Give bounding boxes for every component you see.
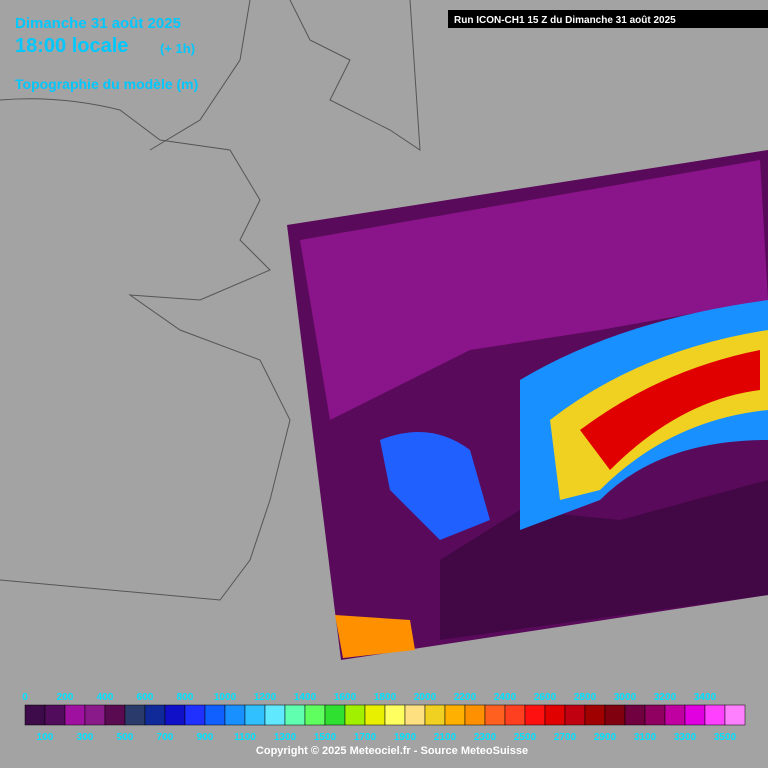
run: Run ICON-CH1 15 Z du Dimanche 31 août 20…: [454, 15, 676, 26]
legend-swatch: [184, 704, 206, 726]
legend-label: 1800: [374, 692, 397, 703]
copyright: Copyright © 2025 Meteociel.fr - Source M…: [256, 745, 528, 757]
legend-label: 3000: [614, 692, 637, 703]
legend-swatch: [564, 704, 586, 726]
legend-label: 3400: [694, 692, 717, 703]
legend-swatch: [644, 704, 666, 726]
legend-swatch: [364, 704, 386, 726]
legend-swatch: [64, 704, 86, 726]
legend-swatch: [384, 704, 406, 726]
legend-label: 2300: [474, 732, 497, 743]
run-box: [448, 10, 768, 28]
legend-swatch: [404, 704, 426, 726]
legend-swatch: [104, 704, 126, 726]
legend-label: 1300: [274, 732, 297, 743]
legend-label: 2700: [554, 732, 577, 743]
product: Topographie du modèle (m): [15, 76, 198, 92]
legend-swatch: [624, 704, 646, 726]
legend-label: 400: [97, 692, 114, 703]
date: Dimanche 31 août 2025: [15, 15, 181, 32]
legend-label: 1700: [354, 732, 377, 743]
legend-swatch: [124, 704, 146, 726]
legend-label: 1900: [394, 732, 417, 743]
legend-swatch: [144, 704, 166, 726]
legend-label: 3500: [714, 732, 737, 743]
legend-label: 1000: [214, 692, 237, 703]
legend-swatch: [684, 704, 706, 726]
pyrenees: [335, 615, 415, 658]
legend-swatch: [164, 704, 186, 726]
legend-bg: [0, 688, 768, 768]
legend-label: 2800: [574, 692, 597, 703]
legend-label: 300: [77, 732, 94, 743]
legend-swatch: [484, 704, 506, 726]
legend-label: 2100: [434, 732, 457, 743]
legend-swatch: [604, 704, 626, 726]
legend-label: 2400: [494, 692, 517, 703]
legend-label: 3100: [634, 732, 657, 743]
legend-label: 800: [177, 692, 194, 703]
legend-swatch: [264, 704, 286, 726]
legend-label: 3200: [654, 692, 677, 703]
legend-swatch: [44, 704, 66, 726]
legend-swatch: [224, 704, 246, 726]
legend-swatch: [724, 704, 746, 726]
legend-swatch: [504, 704, 526, 726]
legend-label: 1600: [334, 692, 357, 703]
legend-label: 2000: [414, 692, 437, 703]
legend-swatch: [584, 704, 606, 726]
legend-swatch: [304, 704, 326, 726]
legend-swatch: [204, 704, 226, 726]
legend-swatch: [84, 704, 106, 726]
offset: (+ 1h): [160, 41, 195, 56]
legend-swatch: [524, 704, 546, 726]
legend-label: 500: [117, 732, 134, 743]
legend-swatch: [464, 704, 486, 726]
legend-label: 2900: [594, 732, 617, 743]
legend-label: 700: [157, 732, 174, 743]
coastlines: [0, 0, 421, 601]
legend-swatch: [424, 704, 446, 726]
legend-swatch: [664, 704, 686, 726]
legend: 0 200 400 600 800 1000 1200 1400 1600 1800 2000 220…: [22, 692, 746, 743]
legend-label: 2600: [534, 692, 557, 703]
massif-central: [380, 432, 490, 540]
legend-swatch: [284, 704, 306, 726]
legend-swatch: [704, 704, 726, 726]
legend-label: 1400: [294, 692, 317, 703]
legend-swatch: [324, 704, 346, 726]
legend-label: 1100: [234, 732, 256, 743]
legend-swatch: [24, 704, 46, 726]
legend-label: 1200: [254, 692, 277, 703]
legend-label: 3300: [674, 732, 697, 743]
legend-label: 200: [57, 692, 74, 703]
legend-swatch: [344, 704, 366, 726]
legend-label: 600: [137, 692, 154, 703]
alps-peaks: [580, 350, 760, 470]
legend-label: 0: [22, 692, 28, 703]
legend-swatch: [544, 704, 566, 726]
legend-swatch: [444, 704, 466, 726]
legend-label: 900: [197, 732, 214, 743]
time: 18:00 locale: [15, 35, 128, 57]
legend-label: 2500: [514, 732, 537, 743]
legend-swatch: [244, 704, 266, 726]
terrain-low: [300, 160, 768, 420]
legend-label: 2200: [454, 692, 477, 703]
legend-label: 1500: [314, 732, 337, 743]
legend-label: 100: [37, 732, 54, 743]
